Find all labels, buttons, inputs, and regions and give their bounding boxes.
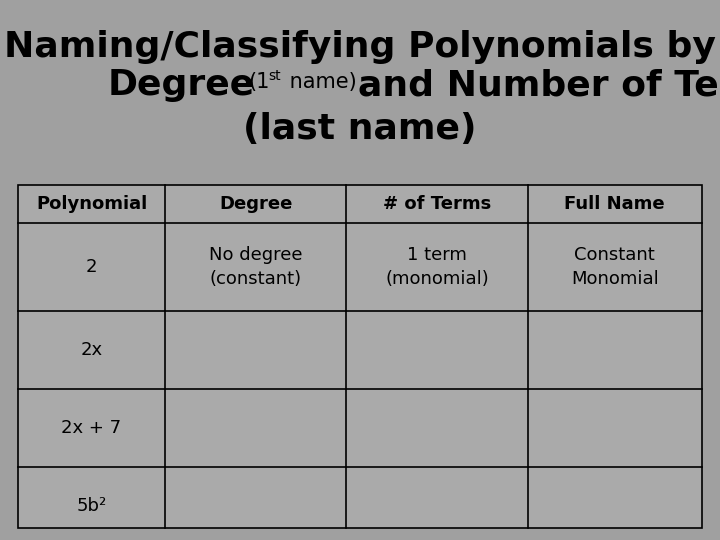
Text: and Number of Terms: and Number of Terms xyxy=(358,68,720,102)
Text: Naming/Classifying Polynomials by: Naming/Classifying Polynomials by xyxy=(4,30,716,64)
Text: Full Name: Full Name xyxy=(564,195,665,213)
Text: 2: 2 xyxy=(86,258,97,276)
Text: No degree
(constant): No degree (constant) xyxy=(209,246,302,288)
Text: st: st xyxy=(268,69,281,83)
Text: 5b²: 5b² xyxy=(76,497,107,515)
Text: Constant
Monomial: Constant Monomial xyxy=(571,246,659,288)
Text: (last name): (last name) xyxy=(243,112,477,146)
Text: 2x + 7: 2x + 7 xyxy=(61,419,122,437)
Bar xyxy=(18,185,702,528)
Text: 1 term
(monomial): 1 term (monomial) xyxy=(385,246,489,288)
Text: Degree: Degree xyxy=(219,195,292,213)
Text: name): name) xyxy=(283,72,356,92)
Text: 2x: 2x xyxy=(81,341,102,359)
Text: Degree: Degree xyxy=(108,68,256,102)
Text: Polynomial: Polynomial xyxy=(36,195,147,213)
Text: (1: (1 xyxy=(248,72,269,92)
Text: # of Terms: # of Terms xyxy=(383,195,491,213)
